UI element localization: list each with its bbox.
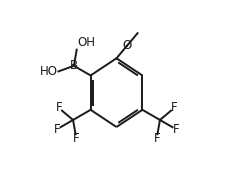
Text: F: F [54,123,60,136]
Text: OH: OH [78,36,96,49]
Text: F: F [153,132,160,145]
Text: HO: HO [40,65,58,78]
Text: F: F [73,132,80,145]
Text: B: B [70,59,78,72]
Text: F: F [171,101,178,114]
Text: O: O [122,39,132,52]
Text: F: F [55,101,62,114]
Text: F: F [173,123,179,136]
